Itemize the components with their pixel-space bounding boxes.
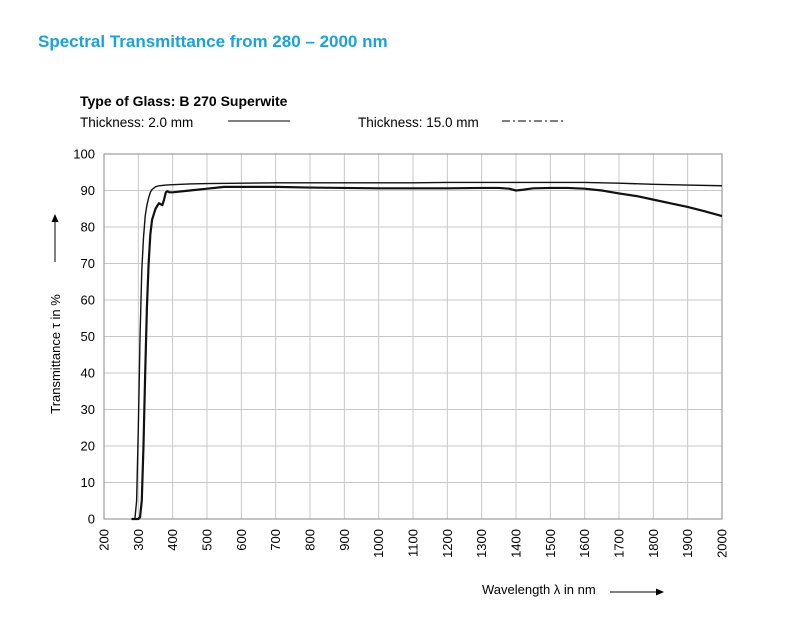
x-tick-label: 200 — [97, 529, 112, 551]
x-tick-label: 300 — [131, 529, 146, 551]
series-line-0 — [131, 181, 723, 520]
y-tick-label: 0 — [88, 512, 95, 527]
x-tick-label: 1200 — [440, 529, 455, 558]
x-tick-label: 1600 — [577, 529, 592, 558]
y-tick-label: 30 — [81, 402, 95, 417]
x-tick-label: 1300 — [474, 529, 489, 558]
y-axis-arrow-head — [51, 214, 59, 222]
y-tick-label: 90 — [81, 183, 95, 198]
legend-label-2mm: Thickness: 2.0 mm — [80, 115, 194, 130]
legend-label-15mm: Thickness: 15.0 mm — [358, 115, 479, 130]
x-tick-label: 1800 — [646, 529, 661, 558]
y-tick-label: 20 — [81, 439, 95, 454]
x-axis-arrow-head — [656, 588, 664, 596]
page-title: Spectral Transmittance from 280 – 2000 n… — [38, 32, 388, 51]
x-tick-label: 1500 — [543, 529, 558, 558]
y-tick-label: 100 — [73, 147, 95, 162]
x-tick-label: 1700 — [612, 529, 627, 558]
x-tick-label: 1100 — [406, 529, 421, 557]
chart-title: Type of Glass: B 270 Superwite — [80, 93, 288, 109]
y-tick-label: 10 — [81, 475, 95, 490]
y-axis-title: Transmittance τ in % — [48, 294, 63, 414]
x-tick-label: 900 — [337, 529, 352, 551]
x-tick-label: 1400 — [509, 529, 524, 558]
x-tick-label: 1000 — [371, 529, 386, 558]
y-tick-label: 40 — [81, 366, 95, 381]
x-tick-label: 600 — [234, 529, 249, 551]
x-tick-label: 2000 — [715, 529, 730, 558]
y-tick-label: 50 — [81, 329, 95, 344]
y-tick-label: 80 — [81, 220, 95, 235]
x-tick-label: 1900 — [680, 529, 695, 558]
x-tick-label: 700 — [268, 529, 283, 551]
plot-frame — [103, 153, 723, 520]
x-tick-label: 800 — [303, 529, 318, 551]
series-line-1 — [131, 185, 723, 521]
x-axis-title: Wavelength λ in nm — [482, 582, 596, 597]
y-tick-label: 70 — [81, 256, 95, 271]
x-tick-label: 400 — [165, 529, 180, 551]
x-tick-label: 500 — [200, 529, 215, 551]
y-tick-label: 60 — [81, 293, 95, 308]
